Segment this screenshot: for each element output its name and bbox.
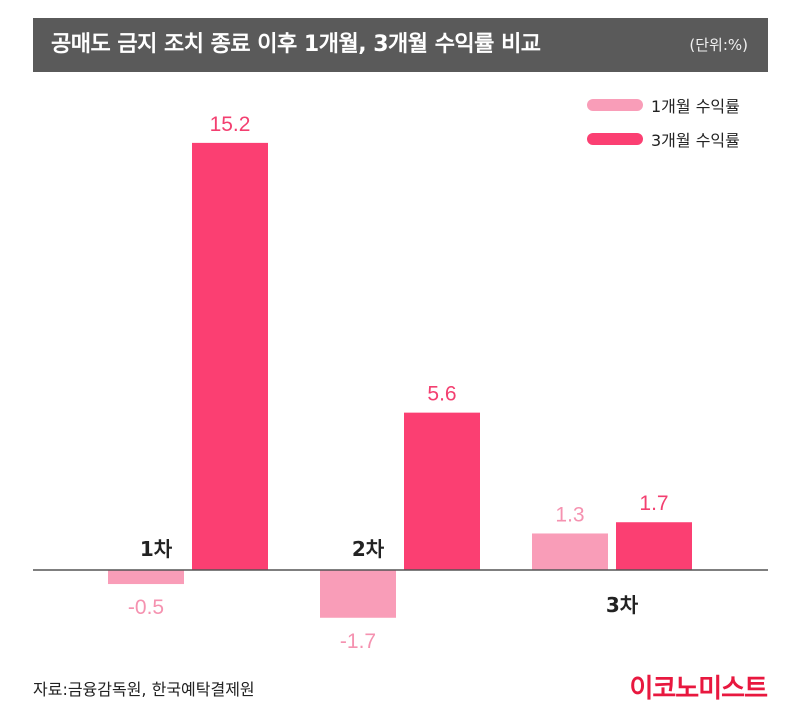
value-label-1month-1: -0.5 xyxy=(128,596,164,619)
legend-swatch-1month xyxy=(587,99,643,111)
bar-3month-3 xyxy=(616,522,692,570)
brand-logo: 이코노미스트 xyxy=(629,674,768,704)
source-note: 자료:금융감독원, 한국예탁결제원 xyxy=(33,680,255,699)
bar-1month-3 xyxy=(532,533,608,570)
chart-title: 공매도 금지 조치 종료 이후 1개월, 3개월 수익률 비교 xyxy=(51,32,541,57)
legend: 1개월 수익률 3개월 수익률 xyxy=(587,94,740,162)
value-label-3month-2: 5.6 xyxy=(427,383,456,406)
value-label-3month-1: 15.2 xyxy=(210,113,251,136)
value-label-3month-3: 1.7 xyxy=(639,492,668,515)
bar-3month-1 xyxy=(192,142,268,570)
bar-1month-2 xyxy=(320,570,396,618)
legend-item-3month: 3개월 수익률 xyxy=(587,128,740,150)
value-label-1month-2: -1.7 xyxy=(340,630,376,653)
bar-1month-1 xyxy=(108,570,184,585)
legend-swatch-3month xyxy=(587,133,643,145)
legend-label-3month: 3개월 수익률 xyxy=(651,131,740,150)
legend-item-1month: 1개월 수익률 xyxy=(587,94,740,116)
unit-label: (단위:%) xyxy=(689,36,748,54)
category-label-3: 3차 xyxy=(606,593,639,617)
title-bar: 공매도 금지 조치 종료 이후 1개월, 3개월 수익률 비교 (단위:%) xyxy=(33,18,768,72)
legend-label-1month: 1개월 수익률 xyxy=(651,97,740,116)
value-label-1month-3: 1.3 xyxy=(555,503,584,526)
category-label-1: 1차 xyxy=(140,537,173,561)
category-label-2: 2차 xyxy=(352,537,385,561)
bar-3month-2 xyxy=(404,412,480,570)
